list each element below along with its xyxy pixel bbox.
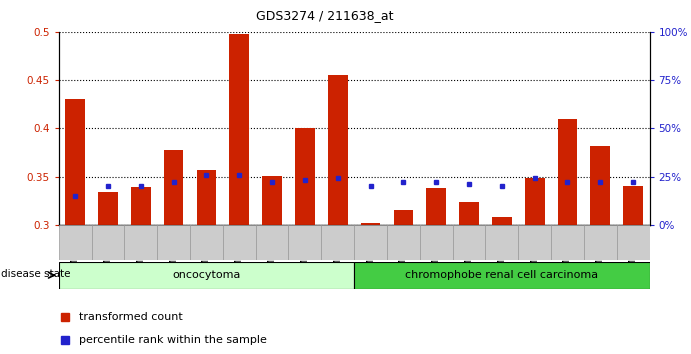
Bar [131,187,151,225]
Bar [387,225,419,260]
Bar [453,225,485,260]
Bar [354,225,387,260]
Bar [196,170,216,225]
Bar [354,262,650,289]
Text: oncocytoma: oncocytoma [172,270,240,280]
Bar [262,176,282,225]
Bar [485,225,518,260]
Bar [59,225,91,260]
Bar [295,129,314,225]
Bar [65,99,85,225]
Text: GDS3274 / 211638_at: GDS3274 / 211638_at [256,9,393,22]
Bar [551,225,584,260]
Bar [328,75,348,225]
Bar [524,178,545,225]
Bar [256,225,289,260]
Bar [223,225,256,260]
Bar [59,262,354,289]
Bar [164,149,183,225]
Bar [426,188,446,225]
Bar [590,146,610,225]
Text: chromophobe renal cell carcinoma: chromophobe renal cell carcinoma [406,270,598,280]
Bar [492,217,511,225]
Text: transformed count: transformed count [79,312,183,322]
Bar [229,34,249,225]
Bar [361,223,380,225]
Bar [393,210,413,225]
Bar [616,225,650,260]
Bar [157,225,190,260]
Bar [419,225,453,260]
Bar [459,202,479,225]
Bar [584,225,616,260]
Bar [289,225,321,260]
Bar [518,225,551,260]
Bar [190,225,223,260]
Text: percentile rank within the sample: percentile rank within the sample [79,335,267,346]
Bar [98,192,117,225]
Bar [321,225,354,260]
Bar [124,225,158,260]
Text: disease state: disease state [1,269,70,279]
Bar [623,186,643,225]
Bar [558,119,577,225]
Bar [91,225,124,260]
